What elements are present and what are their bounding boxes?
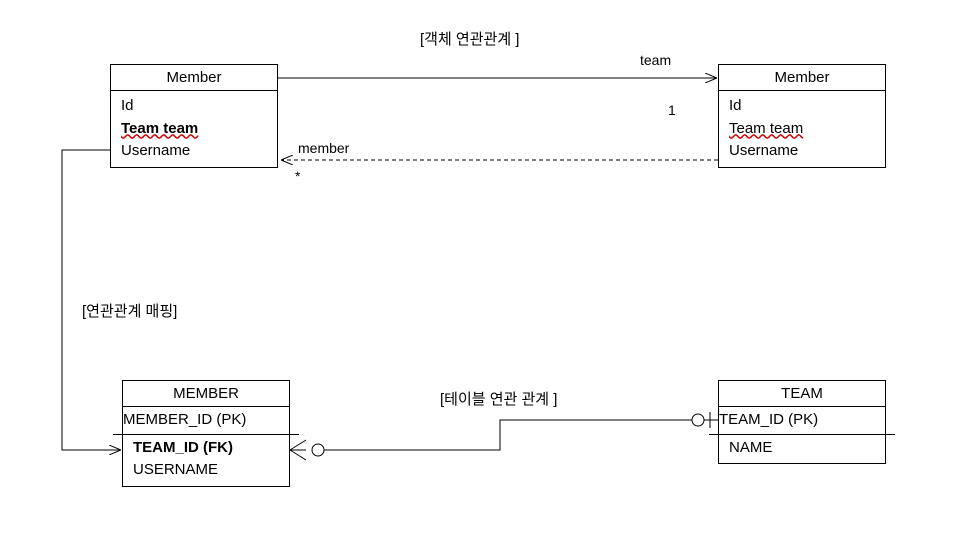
title-mapping: [연관관계 매핑] (82, 300, 177, 321)
entity-row: USERNAME (123, 459, 289, 486)
entity-row: NAME (719, 435, 885, 464)
entity-row: Id (121, 95, 267, 118)
entity-body: MEMBER_ID (PK) TEAM_ID (FK) USERNAME (123, 407, 289, 486)
entity-row: TEAM_ID (PK) (709, 407, 895, 435)
connector-table-relation (290, 412, 718, 460)
title-object-relation: [객체 연관관계 ] (420, 28, 519, 49)
entity-row: TEAM_ID (FK) (123, 435, 289, 460)
entity-body: Id Team team Username (111, 91, 277, 167)
entity-row: MEMBER_ID (PK) (113, 407, 299, 435)
entity-row: Username (121, 140, 267, 163)
entity-row: Team team (729, 118, 875, 141)
entity-row: Username (729, 140, 875, 163)
entity-body: Id Team team Username (719, 91, 885, 167)
entity-member-table: MEMBER MEMBER_ID (PK) TEAM_ID (FK) USERN… (122, 380, 290, 487)
entity-title: Member (719, 65, 885, 91)
entity-row: Id (729, 95, 875, 118)
entity-row: Team team (121, 118, 267, 141)
label-team: team (640, 52, 671, 68)
entity-team-table: TEAM TEAM_ID (PK) NAME (718, 380, 886, 464)
entity-member-left: Member Id Team team Username (110, 64, 278, 168)
label-member: member (298, 140, 349, 156)
entity-body: TEAM_ID (PK) NAME (719, 407, 885, 463)
label-one: 1 (668, 102, 676, 118)
label-star: * (295, 168, 300, 184)
title-table-relation: [테이블 연관 관계 ] (440, 388, 557, 409)
entity-member-right: Member Id Team team Username (718, 64, 886, 168)
entity-title: Member (111, 65, 277, 91)
entity-title: MEMBER (123, 381, 289, 407)
entity-title: TEAM (719, 381, 885, 407)
